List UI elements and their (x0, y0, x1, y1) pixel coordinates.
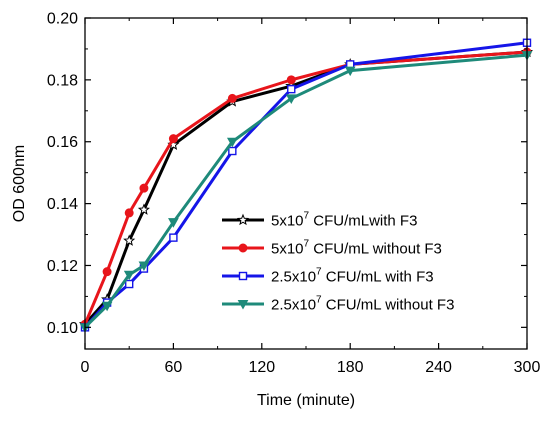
legend-swatch-marker (237, 300, 249, 310)
data-point (227, 93, 237, 103)
data-point (287, 84, 296, 94)
data-point (123, 234, 136, 246)
data-point (124, 208, 134, 218)
data-point (139, 183, 149, 193)
plot-area (78, 38, 534, 333)
legend-entry-2: 5x107 CFU/mL without F3 (222, 239, 442, 258)
data-point (137, 203, 150, 215)
legend-label-base: 5x10 (271, 213, 304, 230)
x-tick-label: 240 (425, 359, 452, 376)
series-3 (80, 38, 532, 332)
x-tick-label: 300 (514, 359, 541, 376)
legend-label-rest: CFU/mL without F3 (309, 241, 442, 258)
legend-entry-3: 2.5x107 CFU/mL with F3 (222, 267, 434, 286)
data-point (226, 137, 238, 148)
legend-label: 2.5x107 CFU/mL without F3 (271, 295, 454, 314)
legend-label-rest: CFU/mL without F3 (322, 297, 455, 314)
data-point (344, 66, 356, 77)
legend-label-exponent: 7 (304, 239, 310, 250)
legend-label: 5x107 CFU/mL without F3 (271, 239, 442, 258)
x-axis-title: Time (minute) (257, 392, 355, 409)
legend-entry-1: 5x107 CFU/mLwith F3 (222, 211, 417, 230)
legend-label-exponent: 7 (316, 295, 322, 306)
data-point (124, 279, 134, 289)
x-tick-label: 60 (165, 359, 183, 376)
series-4 (79, 51, 533, 333)
legend-swatch-marker (236, 213, 250, 226)
x-tick-label: 180 (337, 359, 364, 376)
y-tick-label: 0.16 (47, 134, 78, 151)
legend-label-base: 2.5x10 (271, 297, 316, 314)
y-tick-label: 0.12 (47, 258, 78, 275)
legend-label: 5x107 CFU/mLwith F3 (271, 211, 417, 230)
y-tick-label: 0.14 (47, 196, 78, 213)
legend-label-rest: CFU/mL with F3 (322, 269, 434, 286)
legend-label: 2.5x107 CFU/mL with F3 (271, 267, 434, 286)
legend-label-exponent: 7 (304, 211, 310, 222)
axes: 0 60 120 180 240 300 0.10 0.12 0.14 0.16 0.18 0.20 (47, 11, 541, 377)
x-tick-label: 120 (248, 359, 275, 376)
y-tick-label: 0.18 (47, 72, 78, 89)
data-point (102, 267, 112, 277)
data-point (101, 301, 113, 312)
data-point (138, 261, 150, 271)
data-point (123, 270, 135, 281)
legend-label-base: 2.5x10 (271, 269, 316, 286)
legend-label-base: 5x10 (271, 241, 304, 258)
legend-swatch-marker (238, 271, 248, 281)
y-tick-label: 0.10 (47, 320, 78, 337)
data-point (168, 134, 178, 144)
y-axis-title: OD 600nm (11, 145, 28, 222)
legend-label-rest: CFU/mLwith F3 (309, 213, 417, 230)
data-point (285, 94, 297, 104)
legend-swatch-marker (238, 243, 248, 253)
data-point (169, 233, 178, 242)
x-tick-label: 0 (81, 359, 90, 376)
data-point (168, 218, 179, 228)
data-point (286, 75, 296, 85)
y-tick-label: 0.20 (47, 11, 78, 28)
legend-entry-4: 2.5x107 CFU/mL without F3 (222, 295, 454, 314)
data-point (228, 146, 237, 156)
legend-label-exponent: 7 (316, 267, 322, 278)
